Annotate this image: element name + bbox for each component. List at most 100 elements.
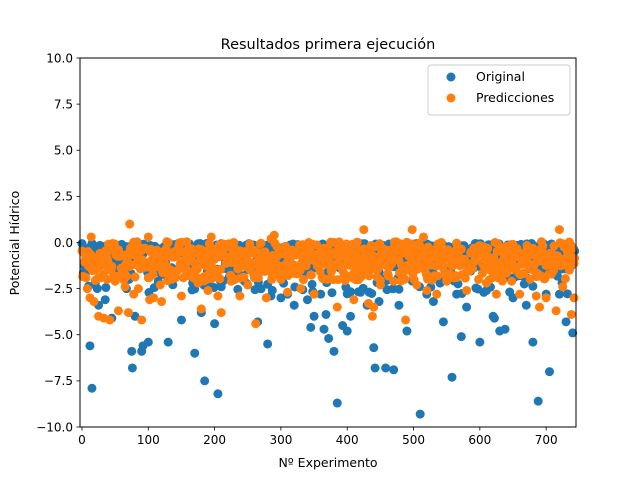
original-point — [319, 324, 329, 334]
predicciones-point — [349, 295, 359, 305]
predicciones-point — [162, 261, 172, 271]
predicciones-point — [306, 270, 316, 280]
predicciones-point — [400, 274, 410, 284]
predicciones-point — [507, 276, 517, 286]
predicciones-point — [483, 243, 493, 253]
predicciones-point — [560, 274, 570, 284]
predicciones-point — [551, 306, 561, 316]
original-point — [528, 337, 538, 347]
predicciones-point — [206, 232, 216, 242]
original-point — [200, 376, 210, 386]
predicciones-point — [436, 237, 446, 247]
predicciones-point — [107, 261, 117, 271]
predicciones-point — [493, 239, 503, 249]
original-point — [415, 409, 425, 419]
predicciones-point — [167, 274, 177, 284]
predicciones-point — [422, 285, 432, 295]
original-point — [428, 297, 438, 307]
predicciones-point — [309, 289, 319, 299]
original-point — [489, 313, 499, 323]
predicciones-point — [235, 291, 245, 301]
predicciones-point — [215, 274, 225, 284]
predicciones-point — [359, 225, 369, 235]
original-point — [309, 311, 319, 321]
original-point — [561, 317, 571, 327]
predicciones-point — [243, 280, 253, 290]
original-point — [163, 337, 173, 347]
predicciones-point — [432, 271, 442, 281]
legend-label-original: Original — [476, 69, 525, 84]
original-point — [85, 341, 95, 351]
original-point — [481, 285, 491, 295]
predicciones-point — [229, 238, 239, 248]
predicciones-point — [253, 273, 263, 283]
y-axis-label: Potencial Hídrico — [7, 191, 22, 296]
original-point — [456, 332, 466, 342]
predicciones-point — [407, 239, 417, 249]
predicciones-point — [538, 241, 548, 251]
predicciones-point — [322, 274, 332, 284]
y-tick-label: 5.0 — [54, 144, 73, 158]
original-point — [87, 383, 97, 393]
original-point — [307, 279, 317, 289]
predicciones-point — [125, 219, 135, 229]
predicciones-point — [462, 285, 472, 295]
predicciones-point — [535, 302, 545, 312]
predicciones-point — [364, 271, 374, 281]
predicciones-point — [133, 284, 143, 294]
predicciones-point — [130, 272, 140, 282]
predicciones-point — [296, 284, 306, 294]
predicciones-point — [193, 278, 203, 288]
original-point — [276, 293, 286, 303]
predicciones-point — [554, 225, 564, 235]
predicciones-point — [102, 274, 112, 284]
original-point — [327, 288, 337, 298]
predicciones-point — [515, 289, 525, 299]
original-point — [100, 295, 110, 305]
predicciones-point — [239, 272, 249, 282]
original-point — [321, 309, 331, 319]
original-point — [346, 311, 356, 321]
original-point — [500, 324, 510, 334]
predicciones-point — [82, 284, 92, 294]
predicciones-point — [407, 225, 417, 235]
original-point — [544, 367, 554, 377]
original-point — [346, 287, 356, 297]
y-tick-label: 0.0 — [54, 236, 73, 250]
original-point — [381, 363, 391, 373]
predicciones-point — [143, 232, 153, 242]
predicciones-point — [196, 304, 206, 314]
original-point — [329, 346, 339, 356]
x-axis-ticks: 0 100 200 300 400 500 600 700 — [78, 427, 558, 447]
original-point — [475, 337, 485, 347]
predicciones-point — [176, 291, 186, 301]
legend-marker-original — [446, 72, 456, 82]
original-point — [302, 295, 312, 305]
predicciones-point — [183, 271, 193, 281]
original-point — [568, 328, 578, 338]
predicciones-point — [452, 273, 462, 283]
original-point — [389, 365, 399, 375]
predicciones-point — [251, 319, 261, 329]
y-tick-label: −7.5 — [44, 374, 73, 388]
predicciones-point — [113, 306, 123, 316]
x-tick-label: 500 — [402, 433, 425, 447]
original-point — [369, 343, 379, 353]
predicciones-point — [401, 315, 411, 325]
predicciones-point — [283, 287, 293, 297]
y-tick-label: −10.0 — [36, 420, 73, 434]
predicciones-point — [438, 260, 448, 270]
predicciones-point — [468, 263, 478, 273]
predicciones-point — [269, 230, 279, 240]
predicciones-point — [272, 242, 282, 252]
original-point — [447, 372, 457, 382]
predicciones-point — [570, 253, 580, 263]
original-point — [143, 337, 153, 347]
predicciones-point — [256, 238, 266, 248]
x-tick-label: 200 — [203, 433, 226, 447]
predicciones-point — [203, 285, 213, 295]
plot-area — [77, 219, 580, 419]
original-point — [127, 346, 137, 356]
predicciones-point — [123, 308, 133, 318]
